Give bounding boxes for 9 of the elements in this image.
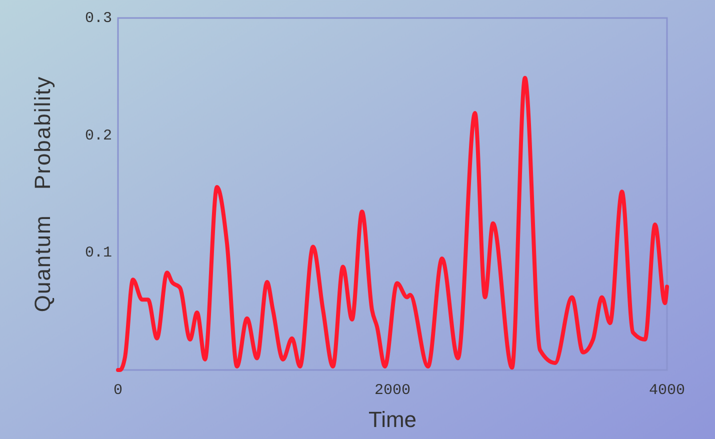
line-series — [116, 76, 669, 372]
x-axis-title: Time — [368, 407, 417, 432]
y-axis-title: Quantum Probability — [30, 76, 55, 312]
x-tick-label: 0 — [113, 382, 123, 399]
y-tick-label: 0.3 — [84, 10, 112, 27]
x-tick-label: 2000 — [374, 382, 411, 399]
y-tick-label: 0.2 — [84, 127, 112, 144]
x-tick-label: 4000 — [648, 382, 686, 399]
y-tick-label: 0.1 — [84, 244, 112, 262]
